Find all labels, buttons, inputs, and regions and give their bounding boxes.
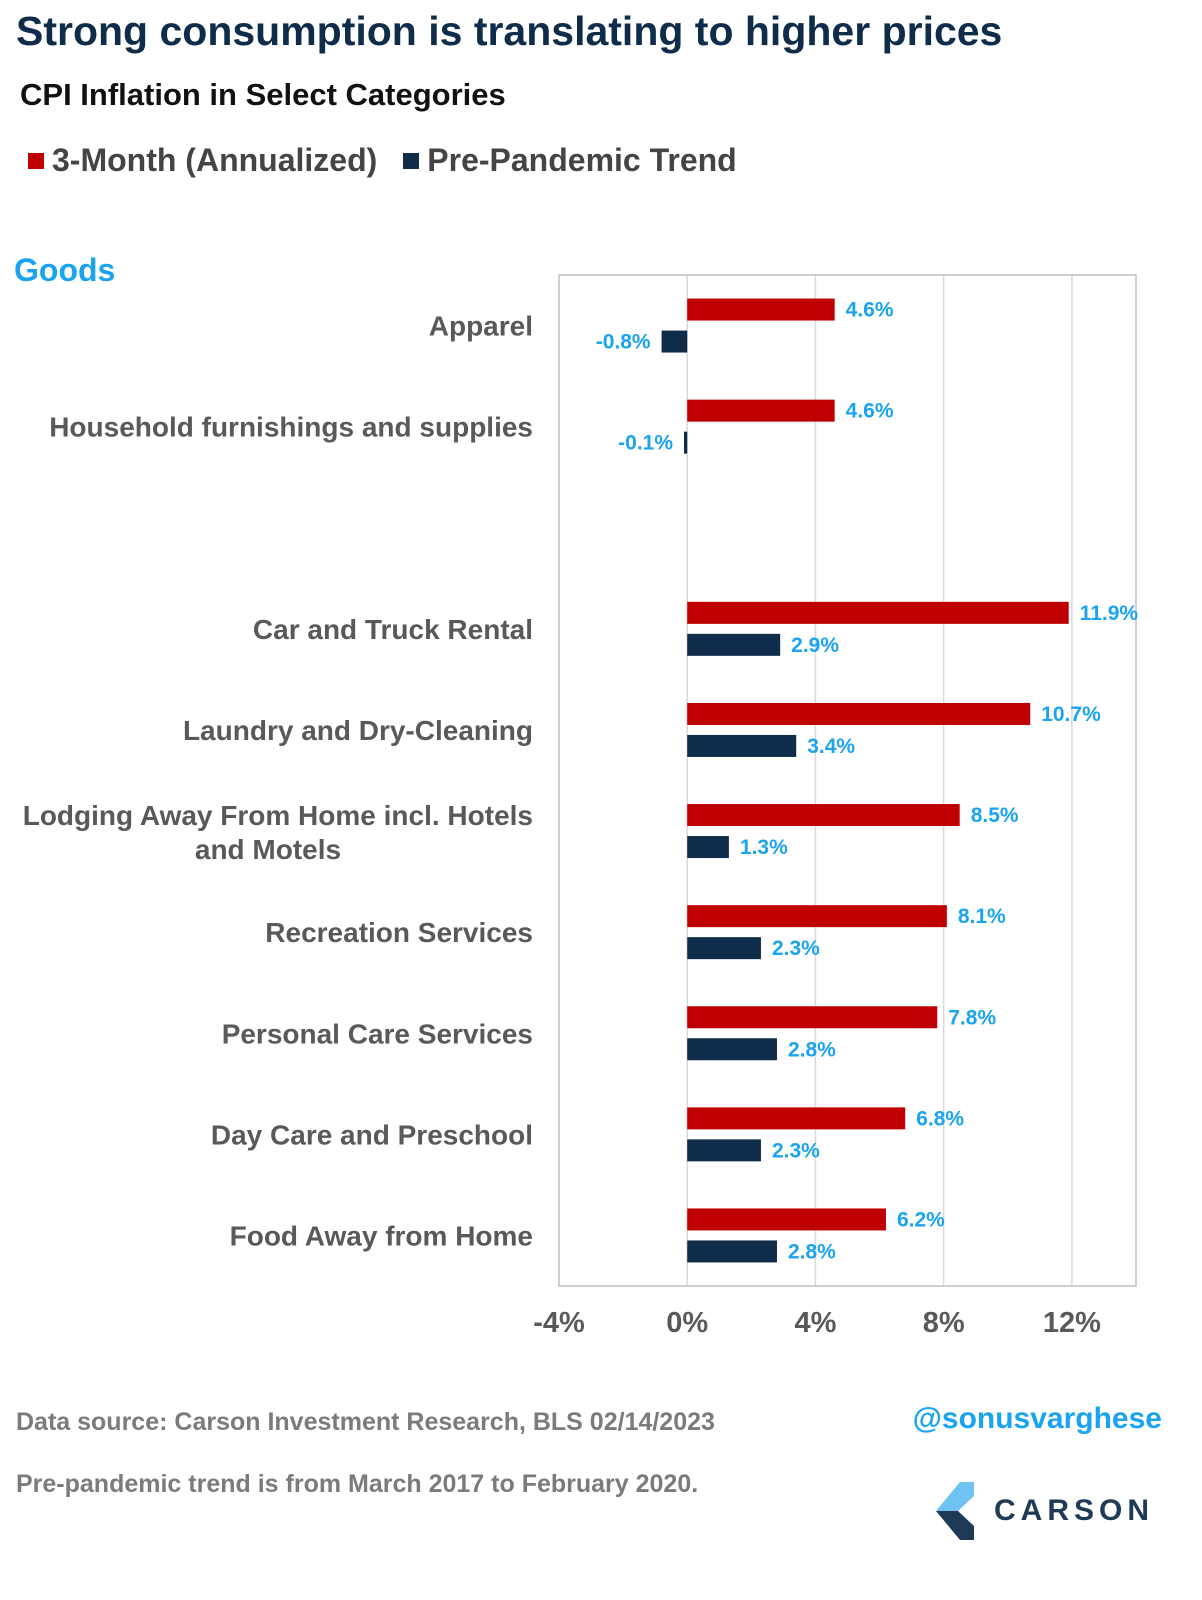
data-source-note: Data source: Carson Investment Research,… — [16, 1408, 715, 1436]
category-label-8: Day Care and Preschool — [211, 1119, 533, 1150]
bar-s0-7 — [687, 1006, 938, 1029]
bar-s1-7 — [687, 1038, 777, 1061]
footnote: Pre-pandemic trend is from March 2017 to… — [16, 1470, 699, 1498]
data-label-s1-0: -0.8% — [596, 331, 651, 354]
category-label-7: Personal Care Services — [222, 1018, 533, 1049]
legend-item-pre-pandemic: Pre-Pandemic Trend — [403, 142, 737, 179]
category-label-6: Recreation Services — [265, 917, 533, 948]
data-label-s0-0: 4.6% — [846, 299, 894, 322]
carson-logo-icon — [936, 1482, 974, 1540]
data-label-s1-1: -0.1% — [618, 432, 673, 455]
bar-s0-4 — [687, 702, 1031, 725]
bar-s1-9 — [687, 1240, 777, 1263]
data-label-s0-6: 8.1% — [958, 905, 1006, 928]
data-label-s0-5: 8.5% — [971, 804, 1019, 827]
chart-title: Strong consumption is translating to hig… — [16, 8, 1003, 54]
bar-s1-6 — [687, 937, 761, 960]
data-label-s1-4: 3.4% — [807, 735, 855, 758]
category-label-1: Household furnishings and supplies — [49, 412, 533, 443]
data-label-s0-7: 7.8% — [948, 1006, 996, 1029]
bar-s1-8 — [687, 1139, 761, 1162]
brand-name: CARSON — [994, 1494, 1155, 1527]
category-label-9: Food Away from Home — [230, 1220, 533, 1251]
data-label-s1-5: 1.3% — [740, 836, 788, 859]
data-label-s0-8: 6.8% — [916, 1107, 964, 1130]
data-label-s0-3: 11.9% — [1080, 602, 1139, 625]
bar-s1-4 — [687, 734, 797, 757]
x-tick-label-1: 0% — [666, 1307, 708, 1339]
bar-s0-1 — [687, 399, 835, 422]
category-label-4: Laundry and Dry-Cleaning — [183, 715, 533, 746]
category-label-3: Car and Truck Rental — [253, 614, 533, 645]
legend-item-three-month: 3-Month (Annualized) — [28, 142, 377, 179]
x-tick-label-4: 12% — [1043, 1307, 1101, 1339]
category-label-5: Lodging Away From Home incl. Hotels and M… — [23, 800, 533, 865]
bar-s0-5 — [687, 804, 960, 827]
data-label-s0-9: 6.2% — [897, 1208, 945, 1231]
author-handle: @sonusvarghese — [912, 1402, 1162, 1435]
bar-s0-3 — [687, 601, 1069, 624]
bar-s0-9 — [687, 1208, 886, 1231]
data-label-s1-3: 2.9% — [791, 634, 839, 657]
section-label-goods: Goods — [14, 252, 116, 288]
bar-chart: -4% 0% 4% 8% 12% Apparel Household furnishings… — [23, 274, 1139, 1339]
x-tick-label-2: 4% — [794, 1307, 836, 1339]
data-label-s1-9: 2.8% — [788, 1240, 836, 1263]
legend-label-pre-pandemic: Pre-Pandemic Trend — [427, 142, 737, 178]
legend-swatch-three-month — [28, 152, 44, 169]
bar-s1-1 — [684, 431, 688, 454]
bar-s1-0 — [661, 330, 688, 353]
data-label-s1-7: 2.8% — [788, 1038, 836, 1061]
chart-subtitle: CPI Inflation in Select Categories — [20, 77, 506, 112]
data-label-s0-1: 4.6% — [846, 400, 894, 423]
data-label-s0-4: 10.7% — [1041, 703, 1101, 726]
category-label-0: Apparel — [429, 311, 533, 342]
bar-s0-6 — [687, 905, 947, 928]
bar-s1-5 — [687, 836, 729, 859]
data-label-s1-6: 2.3% — [772, 937, 820, 960]
brand-logo: CARSON — [936, 1482, 1154, 1540]
bar-s0-8 — [687, 1107, 906, 1130]
x-tick-label-0: -4% — [533, 1307, 585, 1339]
x-tick-label-3: 8% — [923, 1307, 965, 1339]
bar-s1-3 — [687, 633, 781, 656]
plot-frame — [558, 274, 1137, 1287]
bar-s0-0 — [687, 298, 835, 321]
legend-label-three-month: 3-Month (Annualized) — [52, 142, 378, 178]
data-label-s1-8: 2.3% — [772, 1139, 820, 1162]
legend-swatch-pre-pandemic — [403, 152, 420, 169]
legend: 3-Month (Annualized) Pre-Pandemic Trend — [28, 142, 763, 179]
